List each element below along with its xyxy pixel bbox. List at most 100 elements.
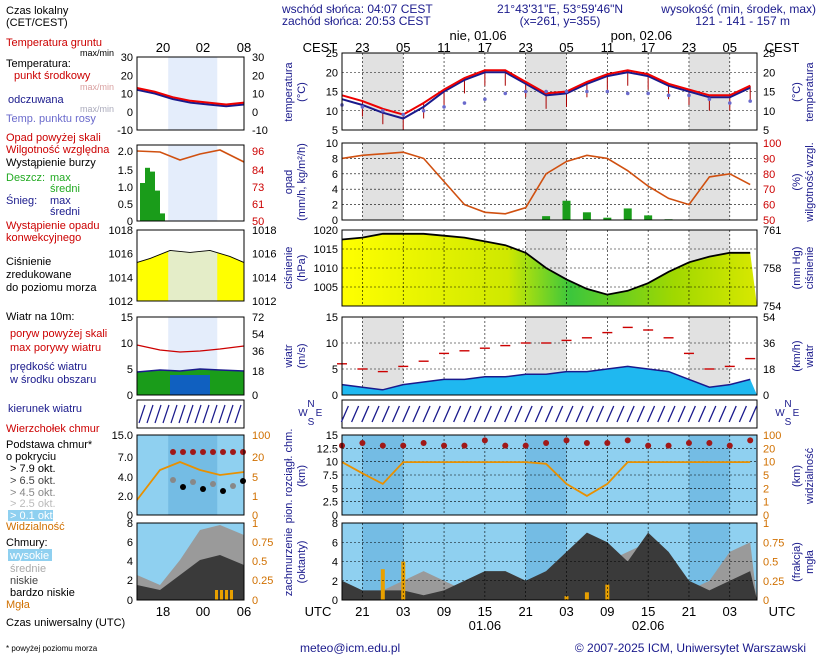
legend-low: niskie — [10, 575, 38, 587]
mini-wind-tick: 0 — [127, 390, 133, 402]
mini-clouds-tick: 6 — [127, 537, 133, 549]
wind-kmh-y2tick: 0 — [763, 390, 769, 402]
wind-arrow — [514, 405, 523, 423]
wind-arrow — [483, 405, 492, 423]
precip-ytick: 2 — [332, 200, 338, 212]
legend-okt3: > 4.5 okt. — [10, 487, 56, 499]
footer-email[interactable]: meteo@icm.edu.pl — [300, 641, 400, 655]
pressure-mmhg-unit: (mm Hg) — [791, 247, 803, 290]
top-hour: 17 — [478, 40, 492, 55]
mini-wind-line — [136, 368, 245, 373]
mini-precip-tick: 1.0 — [118, 182, 133, 194]
mini-wind-arrow — [178, 404, 186, 424]
wind-line — [341, 365, 751, 391]
legend-snow: Śnieg: — [6, 194, 37, 207]
mini-fog-tick: 0.5 — [252, 556, 267, 568]
mini-clouds-low — [137, 555, 244, 600]
legend-clouds: Chmury: — [6, 537, 48, 549]
compass-left-N: N — [307, 399, 314, 410]
wind-arrow — [718, 405, 727, 423]
mini-wind-arrow — [154, 404, 162, 424]
compass-right-W: W — [775, 408, 785, 419]
bottom-hour: 15 — [478, 604, 492, 619]
mini-perceived-line — [136, 88, 245, 108]
mini-wind-tick-r: 18 — [252, 366, 264, 378]
visibility-title: widzialność — [804, 447, 816, 505]
dew-point-dot — [646, 91, 650, 96]
mini-wind-tick-r: 54 — [252, 329, 264, 341]
legend-temperature: Temperatura: — [6, 58, 71, 70]
temp-right-y2tick: 15 — [763, 87, 775, 99]
dew-point-dot — [625, 91, 630, 96]
visibility-y2tick: 100 — [763, 430, 781, 442]
fog-y2tick: 0.75 — [763, 537, 784, 549]
pressure-title: ciśnienie — [283, 247, 295, 290]
precip-bar — [623, 208, 632, 220]
mini-temp-tick: 30 — [121, 52, 133, 64]
top-hour: 17 — [641, 40, 655, 55]
top-hour: 23 — [682, 40, 696, 55]
wind-arrow — [565, 405, 574, 423]
humidity-y2tick: 100 — [763, 138, 781, 150]
wind-panel-night-0 — [362, 317, 404, 395]
temp-line — [341, 69, 751, 116]
legend-okt2: > 6.5 okt. — [10, 475, 56, 487]
compass-right-E: E — [793, 408, 800, 419]
cloud-top-dot — [685, 440, 692, 446]
bottom-date-1: 01.06 — [469, 618, 502, 633]
legend-storm: Wystąpienie burzy — [6, 157, 96, 169]
legend-ground-temp2: max/min — [80, 48, 114, 58]
mini-vis-tick: 100 — [252, 430, 270, 442]
precip-bar — [562, 200, 571, 220]
mini-temp-tick: 0 — [127, 107, 133, 119]
cloudiness-title: zachmurzenie — [283, 528, 295, 596]
wind-arrow — [453, 405, 462, 423]
cloudbase-panel-border — [341, 434, 758, 516]
legend-mid-point: punkt środkowy — [14, 70, 91, 82]
mini-gust-line — [136, 344, 245, 353]
wind-arrow — [534, 405, 543, 423]
mini-wind-arrow — [194, 404, 202, 424]
wind-arrow — [606, 405, 615, 423]
wind-arrow — [555, 405, 564, 423]
dew-point-dot — [687, 93, 691, 98]
cloud-top-dot — [420, 440, 427, 446]
cloudbase-ytick: 10 — [326, 457, 338, 469]
mini-temp-tick: -10 — [117, 125, 133, 137]
mini-fog-bar — [220, 590, 223, 600]
temp-title-right: temperatura — [804, 61, 816, 121]
wind-arrow — [351, 405, 360, 423]
mini-fog-bar — [230, 590, 233, 600]
compass-left-S: S — [308, 417, 315, 428]
cloudbase-ytick: 7.5 — [323, 470, 338, 482]
bottom-hour: 09 — [600, 604, 614, 619]
legend-wind-dir: kierunek wiatru — [8, 403, 82, 415]
mini-pressure-tick: 1016 — [109, 249, 133, 261]
wind-arrow — [738, 405, 747, 423]
dew-point-dot — [421, 108, 426, 113]
pressure-unit: (hPa) — [296, 255, 308, 282]
legend-wind-mean: prędkość wiatru — [10, 361, 87, 373]
visibility-y2tick: 5 — [763, 470, 769, 482]
mini-vis-tick: 5 — [252, 472, 258, 484]
precip-title: opad — [283, 170, 295, 194]
precip-ytick: 8 — [332, 153, 338, 165]
mini-cloud-top-dot — [190, 449, 196, 455]
mini-clouds-tick: 2 — [127, 575, 133, 587]
legend-perceived-mm: max/min — [80, 104, 114, 114]
wind-kmh-y2tick: 54 — [763, 312, 775, 324]
temp-panel-border — [341, 52, 758, 131]
wind-ytick: 5 — [332, 364, 338, 376]
legend-humidity: Wilgotność względna — [6, 144, 110, 156]
precip-panel-night-0 — [362, 143, 404, 220]
tz-bottom-left: UTC — [305, 604, 332, 619]
mini-pressure-tick-r: 1012 — [252, 296, 276, 308]
cloud-top-dot — [481, 437, 488, 444]
wind-arrow — [371, 405, 380, 423]
legend-utc: Czas uniwersalny (UTC) — [6, 617, 125, 629]
legend-wind-10m: Wiatr na 10m: — [6, 311, 74, 323]
cloud-top-dot — [563, 437, 570, 444]
wind-arrow — [463, 405, 472, 423]
precip-bar — [603, 217, 612, 220]
legend-wind-mean2: w środku obszaru — [9, 374, 96, 386]
